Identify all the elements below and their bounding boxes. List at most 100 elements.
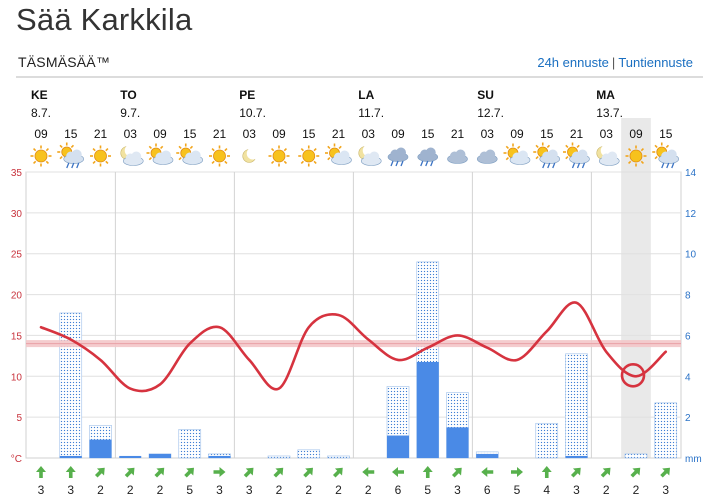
sun-ray — [92, 160, 96, 164]
wind-speed-label: 3 — [216, 483, 223, 497]
precip-max-bar — [565, 353, 588, 459]
sun-ray — [148, 157, 152, 161]
cloud-puff — [666, 149, 677, 160]
wind-arrow-icon — [451, 467, 462, 478]
wind-arrow-icon — [481, 467, 494, 477]
sun-ray — [70, 144, 75, 148]
rain-drop — [430, 160, 434, 167]
precip-tick-label: 6 — [685, 331, 691, 342]
wind-speed-label: 2 — [305, 483, 312, 497]
precip-tick-label: 12 — [685, 209, 697, 220]
precip-bar — [416, 361, 439, 458]
temp-tick-label: 15 — [11, 331, 23, 342]
wind-speed-label: 5 — [424, 483, 431, 497]
weather-cloud-icon — [476, 149, 498, 164]
wind-arrow-shape — [303, 467, 313, 478]
weather-cloud-rain-icon — [387, 147, 409, 167]
temp-tick-label: 10 — [11, 372, 23, 383]
wind-speed-label: 2 — [97, 483, 104, 497]
wind-speed-label: 5 — [514, 483, 521, 497]
link-hourly-forecast[interactable]: Tuntiennuste — [618, 55, 693, 70]
sun-ray — [105, 148, 109, 152]
wind-arrow-shape — [660, 467, 670, 478]
wind-arrow-icon — [511, 467, 523, 477]
current-temp-marker — [620, 362, 646, 388]
rain-drop — [671, 162, 675, 169]
rain-drop — [581, 162, 586, 169]
view-links: 24h ennuste | Tuntiennuste — [537, 55, 693, 70]
precip-tick-label: 14 — [685, 168, 697, 179]
precip-bar — [59, 455, 82, 458]
wind-speed-label: 3 — [67, 483, 74, 497]
precip-bar — [387, 435, 409, 458]
weather-sun-icon — [30, 145, 52, 167]
weather-sun-cloud-icon — [503, 143, 531, 165]
hour-label: 09 — [391, 127, 405, 141]
rain-drop — [66, 162, 70, 169]
day-name-label: LA — [358, 88, 374, 102]
sun-ray — [33, 160, 37, 164]
wind-speed-label: 2 — [335, 483, 342, 497]
cloud-puff — [161, 150, 171, 161]
wind-arrow-shape — [570, 467, 581, 478]
cloud-puff — [71, 149, 82, 160]
sun-ray — [178, 157, 182, 161]
wind-arrow-shape — [124, 467, 135, 478]
wind-arrow-icon — [184, 467, 194, 478]
cloud-puff — [190, 150, 201, 161]
day-name-label: PE — [239, 88, 255, 102]
wind-speed-label: 2 — [365, 483, 372, 497]
rain-drop — [425, 160, 429, 167]
rain-drop — [661, 162, 665, 169]
current-time-highlight — [621, 118, 651, 458]
wind-speed-label: 6 — [484, 483, 491, 497]
temperature-line — [39, 301, 668, 393]
wind-arrow-icon — [422, 466, 433, 478]
day-date-label: 13.7. — [596, 106, 623, 120]
wind-arrow-shape — [422, 466, 433, 478]
wind-arrow-shape — [541, 466, 552, 478]
sun-ray — [565, 156, 569, 160]
hour-label: 03 — [481, 127, 495, 141]
sun-ray — [211, 148, 215, 152]
day-name-label: TO — [120, 88, 136, 102]
wind-speed-label: 2 — [603, 483, 610, 497]
wind-arrow-icon — [154, 467, 165, 478]
temp-tick-label: 20 — [11, 291, 23, 302]
precip-max-bar — [267, 455, 291, 459]
precip-max-bar — [178, 429, 202, 459]
wind-arrow-shape — [332, 467, 343, 478]
sun-ray — [300, 148, 305, 152]
hour-label: 21 — [570, 127, 584, 141]
cloud-puff — [547, 149, 558, 160]
weather-sun-cloud-rain-icon — [563, 142, 590, 169]
wind-arrow-icon — [124, 467, 135, 478]
sun-disc — [34, 149, 48, 163]
rain-drop — [71, 162, 75, 169]
wind-speed-label: 3 — [573, 483, 580, 497]
rain-drop — [542, 162, 546, 169]
moon-shadow — [246, 147, 259, 160]
cloud-puff — [131, 151, 142, 162]
sun-ray — [92, 148, 96, 152]
precip-bar — [565, 455, 588, 458]
sun-ray — [517, 145, 521, 149]
wind-arrow-icon — [273, 467, 284, 478]
wind-speed-label: 3 — [38, 483, 45, 497]
precip-bar — [119, 455, 142, 458]
sun-ray — [189, 145, 194, 149]
wind-arrow-icon — [332, 467, 343, 478]
weather-sun-icon — [625, 145, 647, 167]
hour-label: 09 — [629, 127, 643, 141]
precip-max-bar — [327, 455, 350, 459]
weather-sun-cloud-rain-icon — [57, 142, 85, 169]
precip-max-bar — [535, 422, 559, 459]
hour-label: 09 — [510, 127, 524, 141]
header-divider — [16, 76, 703, 78]
link-24h-forecast[interactable]: 24h ennuste — [537, 55, 609, 70]
hour-label: 21 — [451, 127, 465, 141]
weather-sun-icon — [209, 145, 230, 167]
cloud-puff — [518, 150, 528, 161]
sun-disc — [272, 149, 286, 163]
